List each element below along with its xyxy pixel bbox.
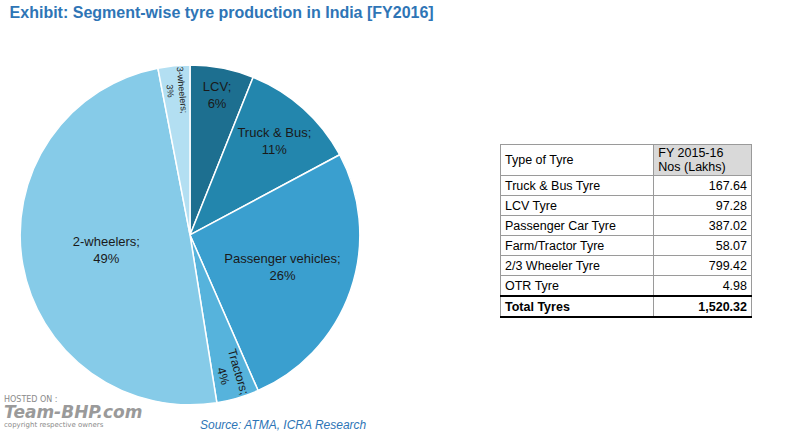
html-text:799.42: 799.42 <box>708 258 747 273</box>
html-text:Farm/Tractor Tyre: Farm/Tractor Tyre <box>505 238 605 253</box>
svg-text:LCV;6%: LCV;6% <box>203 79 231 111</box>
html-text:FY 2015-16: FY 2015-16 <box>658 146 724 160</box>
html-text:Source: ATMA, ICRA Research: Source: ATMA, ICRA Research <box>200 418 367 432</box>
html-text:2/3 Wheeler Tyre: 2/3 Wheeler Tyre <box>505 258 600 273</box>
html-text:Nos (Lakhs): Nos (Lakhs) <box>658 160 726 174</box>
html-text:4.98: 4.98 <box>722 278 747 293</box>
html-text:copyright respective owners: copyright respective owners <box>4 421 104 430</box>
svg-text:Tractors;4%: Tractors;4% <box>210 347 252 401</box>
html-text:Passenger Car Tyre: Passenger Car Tyre <box>505 218 616 233</box>
html-text:Type of Tyre: Type of Tyre <box>505 153 574 167</box>
svg-text:3-wheelers;3%: 3-wheelers;3% <box>163 66 189 115</box>
html-text:1,520.32: 1,520.32 <box>698 299 747 314</box>
html-text:387.02: 387.02 <box>708 218 747 233</box>
html-text:Total Tyres: Total Tyres <box>505 299 570 314</box>
html-text:HOSTED ON :: HOSTED ON : <box>4 395 58 404</box>
html-text:Team-BHP.com: Team-BHP.com <box>4 402 143 423</box>
html-text:58.07: 58.07 <box>715 238 747 253</box>
svg-text:Exhibit: Segment-wise tyre pro: Exhibit: Segment-wise tyre production in… <box>10 4 434 21</box>
html-text:OTR Tyre: OTR Tyre <box>505 278 559 293</box>
html-text:LCV Tyre: LCV Tyre <box>505 198 557 213</box>
html-text:167.64: 167.64 <box>708 178 747 193</box>
svg-text:2-wheelers;49%: 2-wheelers;49% <box>73 234 140 266</box>
html-text:97.28: 97.28 <box>715 198 747 213</box>
svg-text:Passenger vehicles;26%: Passenger vehicles;26% <box>224 251 340 283</box>
svg-text:Truck & Bus;11%: Truck & Bus;11% <box>237 125 311 157</box>
html-text:Truck & Bus Tyre: Truck & Bus Tyre <box>505 178 601 193</box>
